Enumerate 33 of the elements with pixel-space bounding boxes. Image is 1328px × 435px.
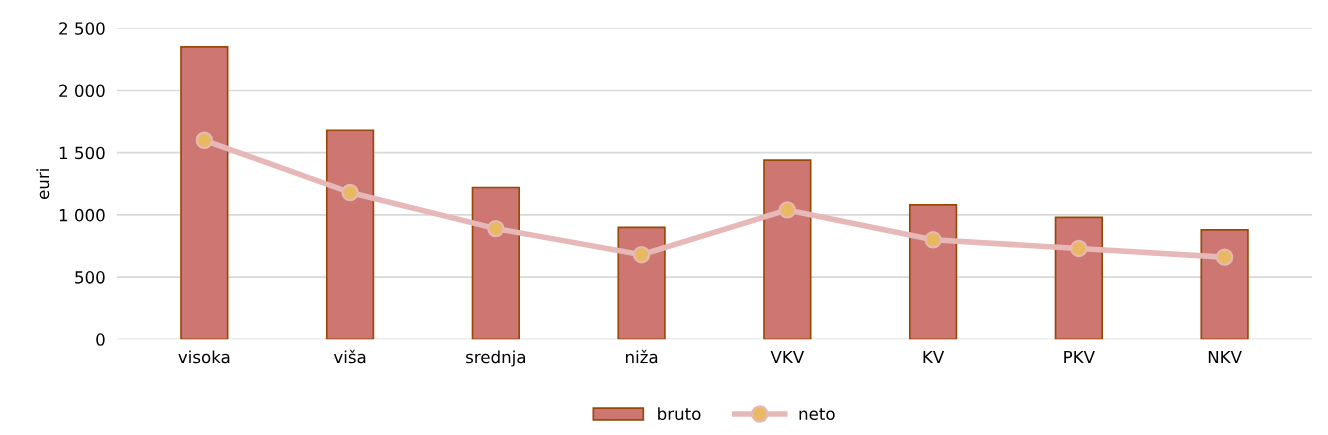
point xyxy=(1070,239,1088,258)
y-tick-label: 0 xyxy=(96,333,105,346)
bar xyxy=(908,204,958,340)
legend-label: bruto xyxy=(658,407,701,421)
x-tick-label: viša xyxy=(333,349,366,364)
point xyxy=(195,131,213,149)
bar xyxy=(325,129,375,340)
bar xyxy=(471,186,520,340)
point xyxy=(924,231,942,249)
x-tick-label: VKV xyxy=(770,350,805,364)
y-tick-label: 1 000 xyxy=(59,208,105,222)
y-tick-label: 2 000 xyxy=(59,84,105,98)
y-axis-title: euri xyxy=(36,169,50,200)
y-tick-label: 2 500 xyxy=(59,22,105,35)
bar xyxy=(180,46,229,340)
point xyxy=(632,246,651,264)
bar xyxy=(1200,228,1249,340)
point xyxy=(341,183,359,202)
x-tick-label: srednja xyxy=(466,350,526,367)
legend-label: neto xyxy=(799,408,835,421)
x-tick-label: visoka xyxy=(178,350,230,364)
bar xyxy=(763,159,812,340)
point xyxy=(778,201,797,219)
bar xyxy=(1054,216,1104,340)
point xyxy=(1215,248,1234,266)
x-tick-label: KV xyxy=(923,350,945,364)
x-tick-label: PKV xyxy=(1064,350,1095,364)
x-tick-label: NKV xyxy=(1208,350,1242,364)
x-tick-label: niža xyxy=(626,349,658,364)
bar xyxy=(617,226,666,340)
y-tick-label: 1 500 xyxy=(59,146,105,160)
y-tick-label: 500 xyxy=(75,271,105,284)
point xyxy=(487,219,505,238)
